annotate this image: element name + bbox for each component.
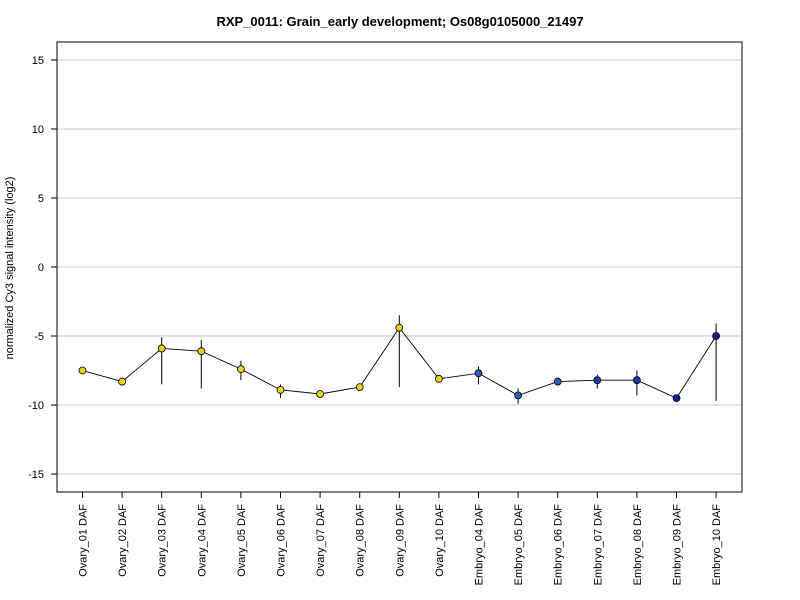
y-tick-label: -5 bbox=[34, 331, 44, 343]
x-tick-label: Ovary_04 DAF bbox=[196, 504, 208, 577]
plot-frame bbox=[56, 41, 743, 493]
y-axis-label: normalized Cy3 signal intensity (log2) bbox=[4, 177, 16, 360]
data-point bbox=[593, 376, 602, 385]
x-tick-label: Embryo_08 DAF bbox=[632, 504, 644, 586]
data-point bbox=[197, 347, 206, 356]
series-layer bbox=[78, 315, 720, 404]
chart-title: RXP_0011: Grain_early development; Os08g… bbox=[216, 14, 583, 29]
x-tick-label: Embryo_05 DAF bbox=[513, 504, 525, 586]
data-point bbox=[355, 383, 364, 391]
x-tick-label: Ovary_02 DAF bbox=[117, 504, 129, 577]
x-tick-label: Ovary_03 DAF bbox=[157, 504, 169, 577]
data-point bbox=[434, 374, 443, 383]
x-axis: Ovary_01 DAF Ovary_02 DAF Ovary_03 DAF Ovar… bbox=[78, 492, 723, 586]
x-tick-label: Embryo_04 DAF bbox=[474, 504, 486, 586]
grid-layer bbox=[57, 59, 742, 475]
x-tick-label: Embryo_07 DAF bbox=[592, 504, 604, 586]
x-tick-label: Ovary_09 DAF bbox=[394, 504, 406, 577]
data-point bbox=[395, 323, 404, 332]
x-tick-label: Ovary_05 DAF bbox=[236, 504, 248, 577]
y-tick-label: 15 bbox=[32, 55, 44, 67]
data-point bbox=[553, 377, 562, 386]
data-point bbox=[514, 391, 522, 400]
data-point bbox=[157, 344, 166, 353]
data-point bbox=[712, 332, 720, 340]
data-point bbox=[236, 365, 245, 374]
data-point bbox=[78, 366, 87, 375]
data-point bbox=[672, 394, 681, 403]
x-tick-label: Ovary_08 DAF bbox=[355, 504, 367, 577]
y-tick-label: -15 bbox=[28, 469, 44, 481]
y-tick-label: 5 bbox=[38, 193, 44, 205]
y-tick-label: -10 bbox=[28, 400, 44, 412]
x-tick-label: Ovary_10 DAF bbox=[434, 504, 446, 577]
x-tick-label: Ovary_07 DAF bbox=[315, 504, 327, 577]
x-tick-label: Embryo_09 DAF bbox=[672, 504, 684, 586]
data-point bbox=[316, 390, 325, 398]
x-tick-label: Embryo_10 DAF bbox=[711, 504, 723, 586]
data-point bbox=[276, 385, 285, 394]
x-tick-label: Ovary_06 DAF bbox=[276, 504, 288, 577]
y-axis: -15 -10 -5 0 5 10 15 bbox=[28, 55, 57, 481]
y-tick-label: 10 bbox=[32, 124, 44, 136]
x-tick-label: Ovary_01 DAF bbox=[78, 504, 90, 577]
x-tick-label: Embryo_06 DAF bbox=[553, 504, 565, 586]
data-point bbox=[118, 377, 126, 386]
data-point bbox=[474, 369, 483, 378]
y-tick-label: 0 bbox=[38, 262, 44, 274]
data-point bbox=[633, 376, 641, 385]
